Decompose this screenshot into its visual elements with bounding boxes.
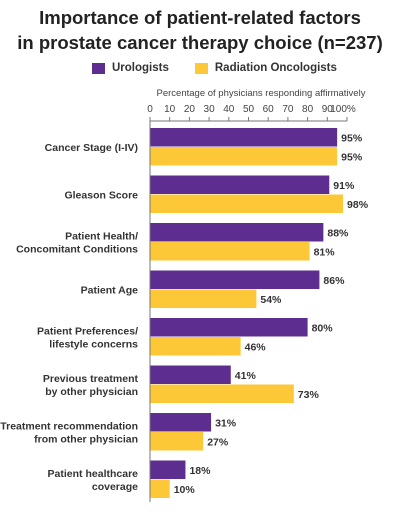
data-label: 81% [314,247,336,259]
data-label: 46% [245,342,267,354]
x-tick-label: 80 [302,104,314,115]
x-tick-label: 10 [164,104,176,115]
data-label: 18% [189,465,211,477]
category-label: lifestyle concerns [49,339,138,351]
category-label: Previous treatment [43,373,139,385]
bar-urologists [150,270,320,289]
bar-radiation-oncologists [150,432,204,451]
bar-radiation-oncologists [150,242,310,261]
legend-label-radiation-oncologists: Radiation Oncologists [214,62,337,74]
legend-item-urologists: Urologists [92,62,169,74]
x-tick-label: 50 [243,104,255,115]
x-tick-label: 60 [263,104,275,115]
x-tick-label: 90 [322,104,334,115]
bar-radiation-oncologists [150,194,344,213]
chart-title-line2: in prostate cancer therapy choice (n=237… [17,32,383,53]
data-label: 80% [312,323,334,335]
category-label: Cancer Stage (I-IV) [45,142,138,154]
bar-urologists [150,175,330,194]
data-label: 73% [298,389,320,401]
data-label: 95% [341,133,363,145]
data-label: 54% [260,294,282,306]
x-tick-label: 100% [330,104,356,115]
data-label: 95% [341,152,363,164]
category-label: Gleason Score [64,190,138,202]
bar-urologists [150,318,308,337]
data-label: 27% [207,437,229,449]
data-label: 31% [215,418,237,430]
category-label: Patient Age [81,285,139,297]
bar-urologists [150,223,324,242]
chart-title-line1: Importance of patient-related factors [39,7,361,28]
bar-radiation-oncologists [150,337,241,356]
data-label: 91% [333,180,355,192]
x-tick-label: 30 [204,104,216,115]
x-tick-label: 70 [282,104,294,115]
legend: Urologists Radiation Oncologists [92,62,363,74]
bar-radiation-oncologists [150,384,294,403]
legend-swatch-radiation-oncologists [194,62,208,74]
legend-item-radiation-oncologists: Radiation Oncologists [194,62,337,74]
bar-urologists [150,460,186,479]
bar-radiation-oncologists [150,147,338,166]
x-tick-label: 40 [223,104,235,115]
category-label: Patient Health/ [65,231,138,243]
category-label: from other physician [34,434,138,446]
bar-urologists [150,128,338,147]
category-label: by other physician [45,386,138,398]
category-label: Concomitant Conditions [16,244,138,256]
data-label: 98% [347,199,369,211]
data-label: 88% [327,228,349,240]
data-label: 86% [323,275,345,287]
data-label: 41% [235,370,257,382]
category-label: Treatment recommendation [0,421,138,433]
x-axis-title: Percentage of physicians responding affi… [157,88,366,99]
x-tick-label: 20 [184,104,196,115]
category-label: Patient healthcare [48,468,139,480]
legend-swatch-urologists [92,62,105,74]
bar-urologists [150,413,212,432]
category-label: Patient Preferences/ [37,326,138,338]
bar-radiation-oncologists [150,479,170,498]
bar-urologists [150,365,231,384]
bar-radiation-oncologists [150,289,257,308]
data-label: 10% [174,484,196,496]
category-label: coverage [92,481,138,493]
legend-label-urologists: Urologists [112,62,169,74]
x-tick-label: 0 [147,104,153,115]
